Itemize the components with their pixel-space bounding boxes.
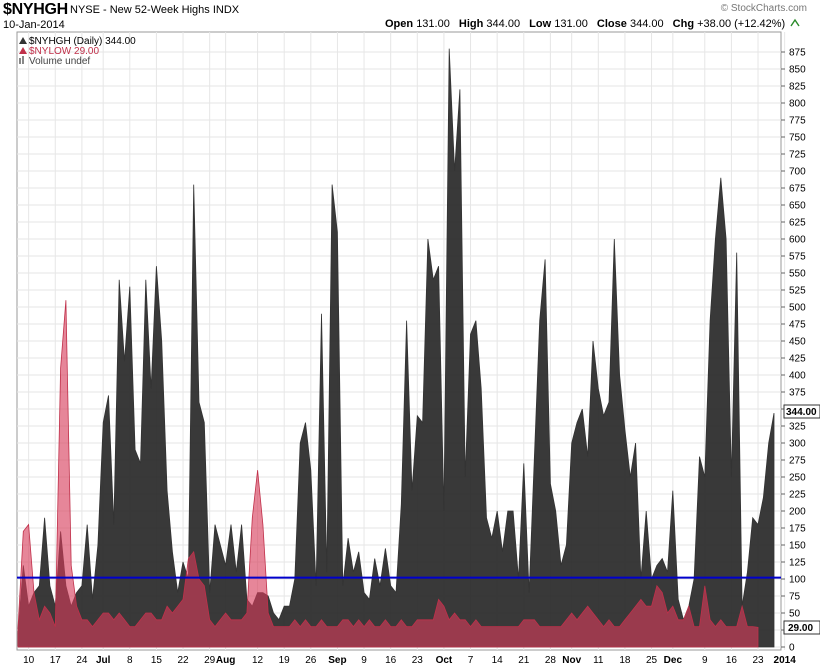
y-tick-label: 375 (789, 388, 806, 399)
x-tick-label: 8 (127, 655, 133, 666)
x-tick-label: 9 (702, 655, 708, 666)
x-tick-label: Sep (328, 655, 346, 666)
y-tick-label: 700 (789, 167, 806, 178)
y-tick-label: 50 (789, 609, 801, 620)
nylow-last-box (783, 620, 820, 635)
y-tick-label: 425 (789, 354, 806, 365)
chart-header: $NYHGH NYSE - New 52-Week Highs INDX 10-… (0, 0, 820, 33)
x-tick-label: 12 (252, 655, 264, 666)
up-arrow-icon (790, 18, 800, 27)
y-tick-label: 475 (789, 320, 806, 331)
y-tick-label: 550 (789, 269, 806, 280)
y-tick-label: 600 (789, 235, 806, 246)
y-tick-label: 675 (789, 184, 806, 195)
x-tick-label: 16 (726, 655, 738, 666)
x-tick-label: 10 (23, 655, 35, 666)
low-value: 131.00 (554, 18, 588, 30)
y-tick-label: 225 (789, 490, 806, 501)
y-tick-label: 150 (789, 541, 806, 552)
x-tick-label: 23 (752, 655, 764, 666)
chg-label: Chg (672, 18, 695, 30)
y-tick-label: 625 (789, 218, 806, 229)
open-value: 131.00 (416, 18, 450, 30)
y-tick-label: 100 (789, 575, 806, 586)
x-tick-label: 2014 (774, 655, 797, 666)
chg-value: +38.00 (+12.42%) (697, 18, 786, 30)
high-label: High (458, 18, 484, 30)
chart-date: 10-Jan-2014 (3, 19, 65, 31)
y-tick-label: 400 (789, 371, 806, 382)
x-tick-label: Aug (216, 655, 235, 666)
nylow-last-label: 29.00 (788, 623, 813, 634)
y-tick-label: 500 (789, 303, 806, 314)
y-tick-label: 850 (789, 65, 806, 76)
x-tick-label: 14 (492, 655, 504, 666)
y-axis: 0255075100125150175200225250275300325350… (781, 48, 806, 654)
nyhgh-last-box (783, 404, 820, 419)
x-tick-label: 9 (361, 655, 367, 666)
y-tick-label: 650 (789, 201, 806, 212)
y-tick-label: 175 (789, 524, 806, 535)
y-tick-label: 725 (789, 150, 806, 161)
y-tick-label: 250 (789, 473, 806, 484)
y-tick-label: 0 (789, 643, 795, 654)
watermark: © StockCharts.com (720, 3, 807, 14)
y-tick-label: 775 (789, 116, 806, 127)
legend-swatch-nyhgh (19, 37, 27, 44)
legend-nylow: $NYLOW 29.00 (29, 46, 99, 57)
legend-nyhgh: $NYHGH (Daily) 344.00 (29, 36, 136, 47)
legend-swatch-volume (19, 58, 21, 64)
x-tick-label: 25 (646, 655, 658, 666)
symbol-title: $NYHGH (3, 1, 68, 18)
y-tick-label: 300 (789, 439, 806, 450)
last-value-labels: 344.00 29.00 (783, 404, 820, 635)
series-areas (17, 48, 775, 648)
y-tick-label: 450 (789, 337, 806, 348)
series-area-nylow (17, 300, 759, 648)
y-tick-label: 525 (789, 286, 806, 297)
legend-volume: Volume undef (29, 56, 90, 67)
high-value: 344.00 (486, 18, 521, 30)
x-tick-label: 17 (50, 655, 62, 666)
y-tick-label: 750 (789, 133, 806, 144)
x-tick-label: 23 (412, 655, 424, 666)
y-tick-label: 325 (789, 422, 806, 433)
y-tick-label: 875 (789, 48, 806, 59)
series-area-nyhgh (17, 48, 775, 648)
legend: $NYHGH (Daily) 344.00 $NYLOW 29.00 Volum… (19, 36, 136, 67)
ohlc-readout: Open 131.00 High 344.00 Low 131.00 Close… (385, 17, 800, 30)
y-tick-label: 125 (789, 558, 806, 569)
open-label: Open (385, 18, 414, 30)
x-tick-label: 16 (385, 655, 397, 666)
x-tick-label: Nov (562, 655, 581, 666)
x-tick-label: 11 (593, 655, 604, 666)
x-tick-label: 21 (518, 655, 530, 666)
x-tick-label: 29 (204, 655, 216, 666)
close-value: 344.00 (629, 18, 664, 30)
x-tick-label: Jul (96, 655, 111, 666)
nyhgh-last-label: 344.00 (786, 407, 817, 418)
y-tick-label: 800 (789, 99, 806, 110)
x-tick-label: 7 (468, 655, 474, 666)
legend-swatch-nylow (19, 47, 27, 54)
y-tick-label: 275 (789, 456, 806, 467)
x-tick-label: Oct (436, 655, 453, 666)
x-tick-label: Dec (664, 655, 683, 666)
y-tick-label: 200 (789, 507, 806, 518)
x-tick-label: 26 (305, 655, 317, 666)
y-tick-label: 825 (789, 82, 806, 93)
x-tick-label: 24 (76, 655, 88, 666)
symbol-description: NYSE - New 52-Week Highs INDX (70, 4, 240, 16)
x-tick-label: 28 (545, 655, 557, 666)
x-tick-label: 22 (177, 655, 189, 666)
x-tick-label: 18 (619, 655, 631, 666)
low-label: Low (529, 18, 552, 30)
x-axis: 10 17 24 Jul 8 15 22 29 Aug 12 19 26 Sep 9 16 23 Oct 7 14 2… (23, 655, 796, 666)
close-label: Close (596, 18, 627, 30)
x-tick-label: 19 (279, 655, 291, 666)
y-tick-label: 75 (789, 592, 801, 603)
x-tick-label: 15 (151, 655, 163, 666)
y-tick-label: 575 (789, 252, 806, 263)
